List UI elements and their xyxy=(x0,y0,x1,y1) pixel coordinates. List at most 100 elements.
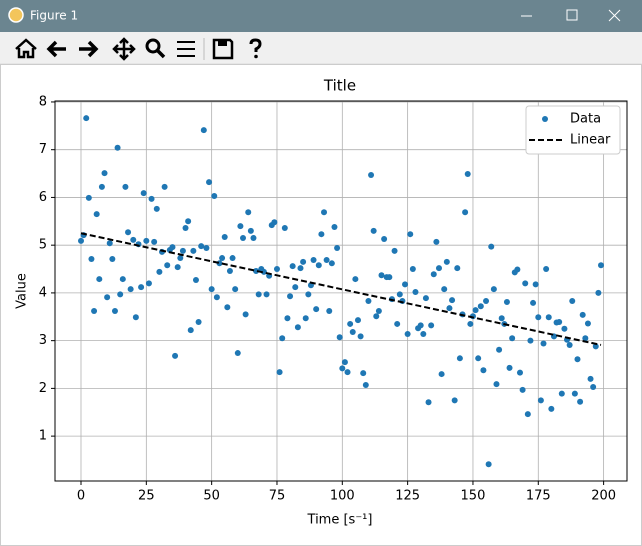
window-title: Figure 1 xyxy=(30,9,78,23)
data-point xyxy=(571,390,578,397)
data-point xyxy=(451,397,458,404)
configure-button[interactable] xyxy=(177,41,195,57)
save-icon-detail xyxy=(218,41,227,46)
zoom-button[interactable] xyxy=(145,38,161,54)
data-point xyxy=(232,286,239,293)
data-point xyxy=(140,190,147,197)
data-point xyxy=(101,170,108,177)
data-point xyxy=(313,306,320,313)
back-button[interactable] xyxy=(46,40,66,58)
data-point xyxy=(169,244,176,251)
data-point xyxy=(334,245,341,252)
close-button[interactable] xyxy=(608,9,621,22)
data-point xyxy=(396,291,403,298)
data-point xyxy=(226,267,233,274)
data-point xyxy=(273,266,280,273)
data-point xyxy=(425,399,432,406)
data-point xyxy=(326,308,333,315)
data-point xyxy=(93,211,100,218)
data-point xyxy=(561,325,568,332)
data-point xyxy=(271,219,278,226)
data-point xyxy=(584,320,591,327)
data-point xyxy=(472,307,479,314)
data-point xyxy=(375,308,382,315)
data-point xyxy=(190,247,197,254)
data-point xyxy=(477,303,484,310)
data-point xyxy=(548,405,555,412)
plot-area xyxy=(55,101,627,481)
data-point xyxy=(211,193,218,199)
data-point xyxy=(579,311,586,318)
data-point xyxy=(365,298,372,305)
data-point xyxy=(527,337,534,344)
x-tick-label: 25 xyxy=(138,489,155,504)
data-point xyxy=(433,238,440,245)
y-tick-label: 5 xyxy=(39,238,47,253)
data-point xyxy=(488,243,495,250)
data-point xyxy=(441,286,448,293)
data-point xyxy=(151,238,158,245)
save-button[interactable] xyxy=(212,38,234,60)
data-point xyxy=(590,383,597,390)
data-point xyxy=(255,291,262,298)
forward-button[interactable] xyxy=(79,40,99,58)
data-point xyxy=(245,209,252,216)
data-point xyxy=(514,266,521,273)
data-point xyxy=(302,315,309,322)
data-point xyxy=(260,268,267,275)
data-point xyxy=(284,315,291,322)
data-point xyxy=(328,260,335,267)
data-point xyxy=(378,272,385,279)
maximize-button[interactable] xyxy=(566,9,578,21)
data-point xyxy=(174,264,181,271)
data-point xyxy=(195,319,202,326)
home-button[interactable] xyxy=(15,38,37,59)
data-point xyxy=(130,236,137,243)
data-point xyxy=(540,340,547,347)
data-point xyxy=(506,364,513,371)
data-point xyxy=(530,299,537,306)
data-point xyxy=(229,255,236,262)
data-point xyxy=(185,218,192,225)
data-point xyxy=(315,262,322,269)
data-point xyxy=(362,382,369,389)
data-point xyxy=(456,355,463,362)
data-point xyxy=(237,223,244,230)
data-point xyxy=(182,224,189,231)
data-point xyxy=(88,256,95,263)
data-point xyxy=(127,286,134,293)
data-point xyxy=(221,234,228,241)
data-point xyxy=(331,224,338,231)
data-point xyxy=(83,115,90,122)
data-point xyxy=(85,194,92,201)
data-point xyxy=(503,298,510,305)
data-point xyxy=(200,127,207,134)
data-point xyxy=(177,255,184,262)
data-point xyxy=(368,171,375,178)
data-point xyxy=(138,284,145,291)
data-point xyxy=(519,386,526,393)
data-point xyxy=(402,281,409,288)
x-tick-label: 200 xyxy=(591,489,616,504)
data-point xyxy=(496,346,503,353)
data-point xyxy=(122,183,129,190)
legend-marker xyxy=(542,116,548,122)
data-point xyxy=(352,276,359,283)
help-button[interactable] xyxy=(249,38,262,52)
data-point xyxy=(323,256,330,263)
data-point xyxy=(394,320,401,327)
data-point xyxy=(119,276,126,283)
data-point xyxy=(391,247,398,254)
data-point xyxy=(598,262,604,269)
x-tick-label: 0 xyxy=(77,489,85,504)
data-point xyxy=(276,369,283,376)
data-point xyxy=(354,317,361,324)
data-point xyxy=(522,280,529,287)
data-point xyxy=(224,304,231,311)
data-point xyxy=(114,144,121,151)
pan-button[interactable] xyxy=(112,37,136,61)
data-point xyxy=(247,227,254,234)
data-point xyxy=(381,235,388,242)
data-point xyxy=(535,314,542,321)
